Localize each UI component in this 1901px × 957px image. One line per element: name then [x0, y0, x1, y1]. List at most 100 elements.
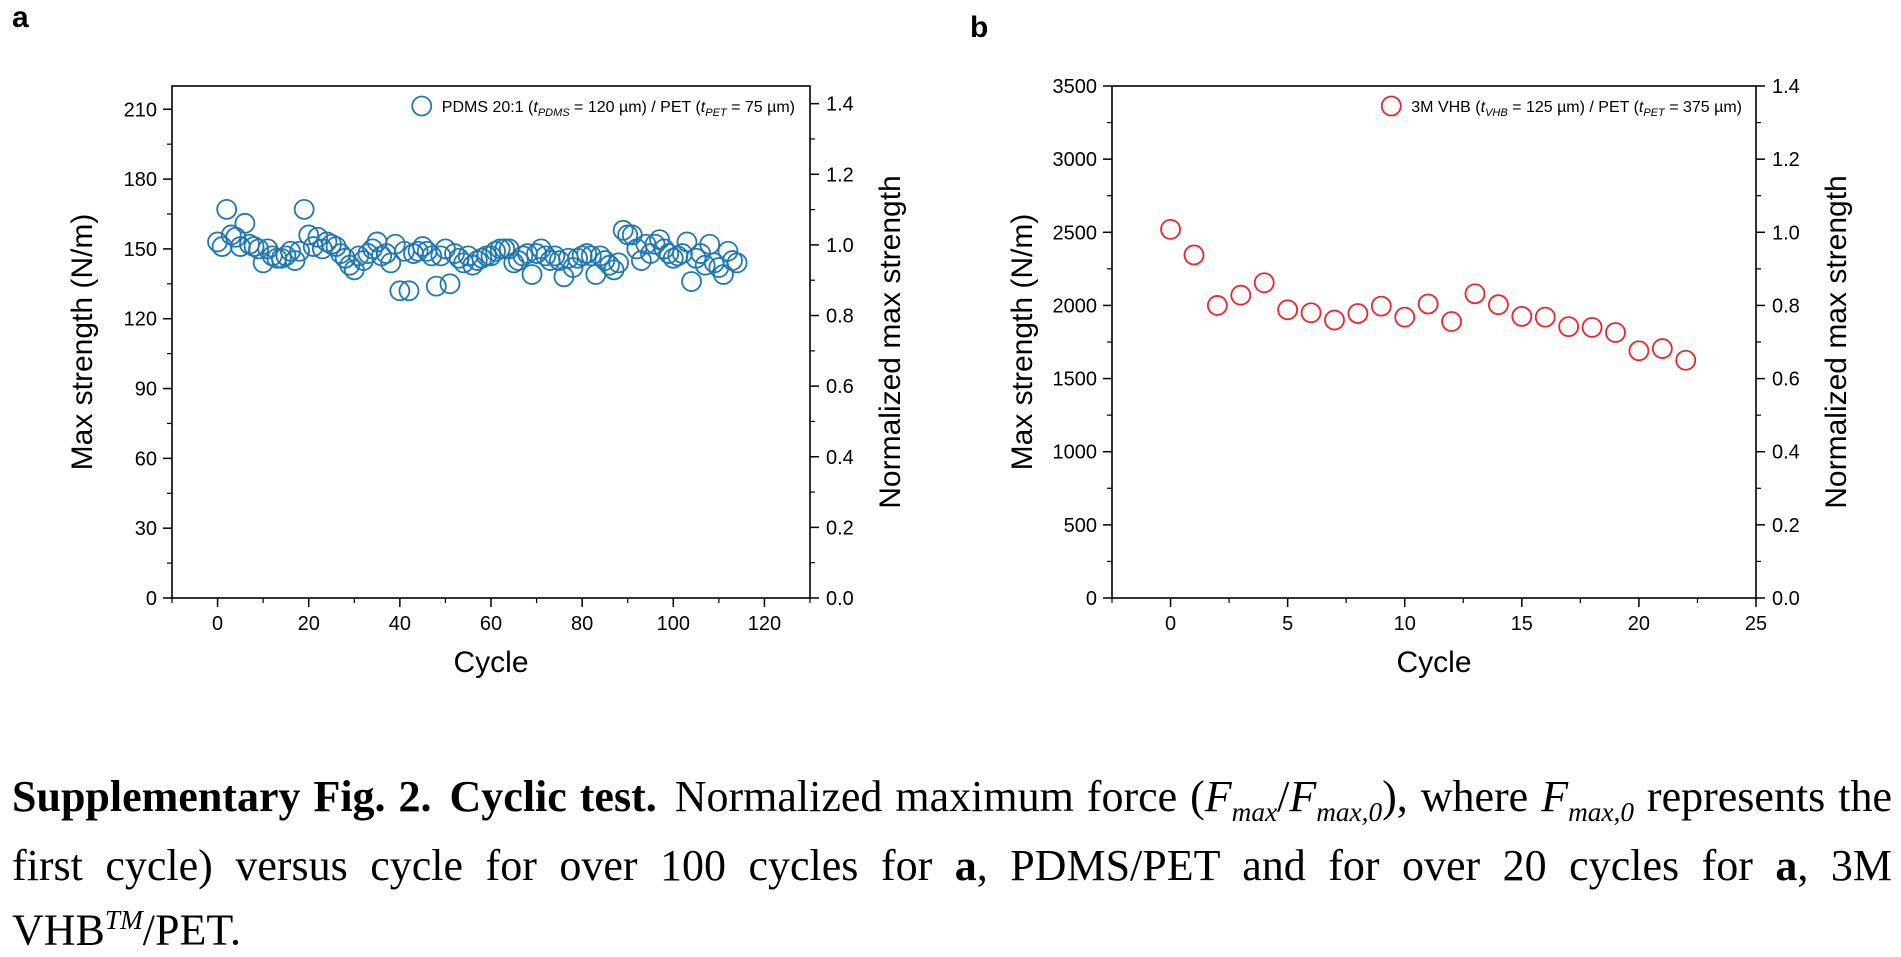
y2-axis-label: Normalized max strength: [874, 175, 907, 508]
data-point: [512, 245, 534, 267]
caption-max0-sub-2: max,0: [1568, 796, 1634, 827]
x-tick-label: 15: [1511, 613, 1533, 635]
x-axis-label: Cycle: [453, 646, 528, 679]
data-point: [1534, 306, 1556, 328]
data-point: [1183, 244, 1205, 266]
y2-tick-label: 0.0: [1772, 588, 1800, 610]
legend-text-part: = 375 µm): [1665, 99, 1742, 116]
caption-text-2: ), where: [1382, 772, 1542, 821]
legend-label: 3M VHB (tVHB = 125 µm) / PET (tPET = 375…: [1411, 99, 1742, 119]
x-axis-label: Cycle: [1396, 646, 1471, 679]
data-point: [1581, 316, 1603, 338]
y-tick-label: 500: [1064, 515, 1097, 537]
data-point: [1464, 283, 1486, 305]
data-point: [1675, 349, 1697, 371]
y2-axis-label: Normalized max strength: [1820, 175, 1853, 508]
data-point: [1370, 295, 1392, 317]
caption-f-symbol-3: F: [1541, 772, 1569, 821]
y2-tick-label: 1.0: [1772, 222, 1800, 244]
caption-max0-sub: max,0: [1316, 796, 1383, 827]
y2-tick-label: 0.4: [826, 447, 854, 469]
caption-bold-a-1: a: [954, 840, 977, 890]
y-tick-label: 30: [135, 518, 157, 540]
x-tick-label: 40: [389, 613, 411, 635]
data-point: [1324, 309, 1345, 331]
y-tick-label: 180: [124, 169, 157, 191]
y-tick-label: 150: [124, 239, 157, 261]
data-point: [535, 245, 557, 267]
legend-marker: [1380, 95, 1402, 117]
y-tick-label: 3500: [1053, 76, 1098, 98]
figure-caption: Supplementary Fig. 2. Cyclic test. Normali…: [12, 770, 1892, 957]
x-tick-label: 100: [657, 613, 690, 635]
y-axis-label: Max strength (N/m): [66, 214, 99, 471]
data-point: [407, 240, 429, 262]
y-tick-label: 120: [124, 309, 157, 331]
data-point: [234, 212, 256, 234]
legend-text-part: = 125 µm) / PET (: [1508, 99, 1640, 116]
data-point: [1253, 272, 1275, 294]
y2-tick-label: 0.8: [826, 306, 854, 328]
caption-bold-a-2: a: [1775, 840, 1798, 890]
data-point: [348, 245, 370, 267]
data-point: [439, 273, 461, 295]
x-tick-label: 25: [1745, 613, 1767, 635]
data-point: [1651, 338, 1673, 359]
legend-thickness-symbol: t: [1639, 99, 1644, 116]
y-tick-label: 60: [135, 448, 157, 470]
data-point: [1488, 294, 1509, 316]
data-point: [1347, 303, 1369, 324]
y2-tick-label: 0.6: [826, 376, 854, 398]
panel-letter-a: a: [12, 1, 29, 34]
y-tick-label: 1000: [1053, 442, 1098, 464]
y-tick-label: 3000: [1053, 149, 1098, 171]
plot-frame: [1111, 85, 1757, 599]
data-point: [289, 240, 311, 262]
data-point: [243, 236, 265, 257]
y-tick-label: 0: [1086, 588, 1097, 610]
y2-tick-label: 0.8: [1772, 295, 1800, 317]
legend-thickness-symbol: t: [1481, 99, 1486, 116]
data-point: [1605, 322, 1626, 343]
data-point: [1441, 311, 1462, 332]
caption-f-symbol: F: [1204, 772, 1232, 821]
data-point: [1628, 340, 1650, 362]
y2-tick-label: 0.6: [1772, 369, 1800, 391]
legend-thickness-sub: PET: [705, 107, 728, 119]
legend-thickness-sub: PDMS: [538, 107, 570, 119]
y2-tick-label: 1.4: [826, 94, 854, 116]
y2-tick-label: 0.2: [1772, 515, 1800, 537]
data-point: [280, 240, 301, 262]
panel-letter-b: b: [970, 11, 988, 44]
legend-text-part: = 75 µm): [727, 99, 795, 116]
caption-max-sub: max: [1231, 796, 1278, 827]
data-point: [1300, 302, 1322, 324]
y2-tick-label: 1.4: [1772, 76, 1800, 98]
data-point: [485, 240, 506, 262]
figure: a0 20 40 60 80 100 12003060901201501802100.00.…: [12, 1, 1853, 679]
legend-thickness-symbol: t: [533, 99, 538, 116]
data-point: [1277, 299, 1299, 321]
caption-heading: Cyclic test.: [449, 772, 657, 821]
x-tick-label: 20: [1628, 613, 1650, 635]
y2-tick-label: 1.2: [1772, 149, 1800, 171]
x-tick-label: 10: [1394, 613, 1416, 635]
plot-frame: [171, 85, 811, 599]
data-point: [425, 275, 447, 297]
caption-text-4: , PDMS/PET and for over 20 cycles for: [976, 840, 1776, 890]
data-point: [389, 280, 411, 302]
chart-panel-b: b 0 5 10 15 20 25 0 500 1000 1500 2000 2500 3000 3500 0…: [970, 11, 1853, 679]
data-point: [576, 243, 598, 264]
data-point: [676, 231, 698, 253]
data-point: [1206, 295, 1228, 316]
x-tick-label: 5: [1282, 613, 1293, 635]
data-point: [471, 247, 493, 269]
data-point: [521, 264, 543, 285]
legend-text-part: = 120 µm) / PET (: [570, 99, 702, 116]
y-tick-label: 1500: [1053, 369, 1098, 391]
legend-marker: [411, 95, 433, 117]
data-point: [1558, 316, 1580, 338]
data-point: [726, 252, 748, 274]
data-point: [216, 198, 238, 220]
y2-tick-label: 0.0: [826, 588, 854, 610]
